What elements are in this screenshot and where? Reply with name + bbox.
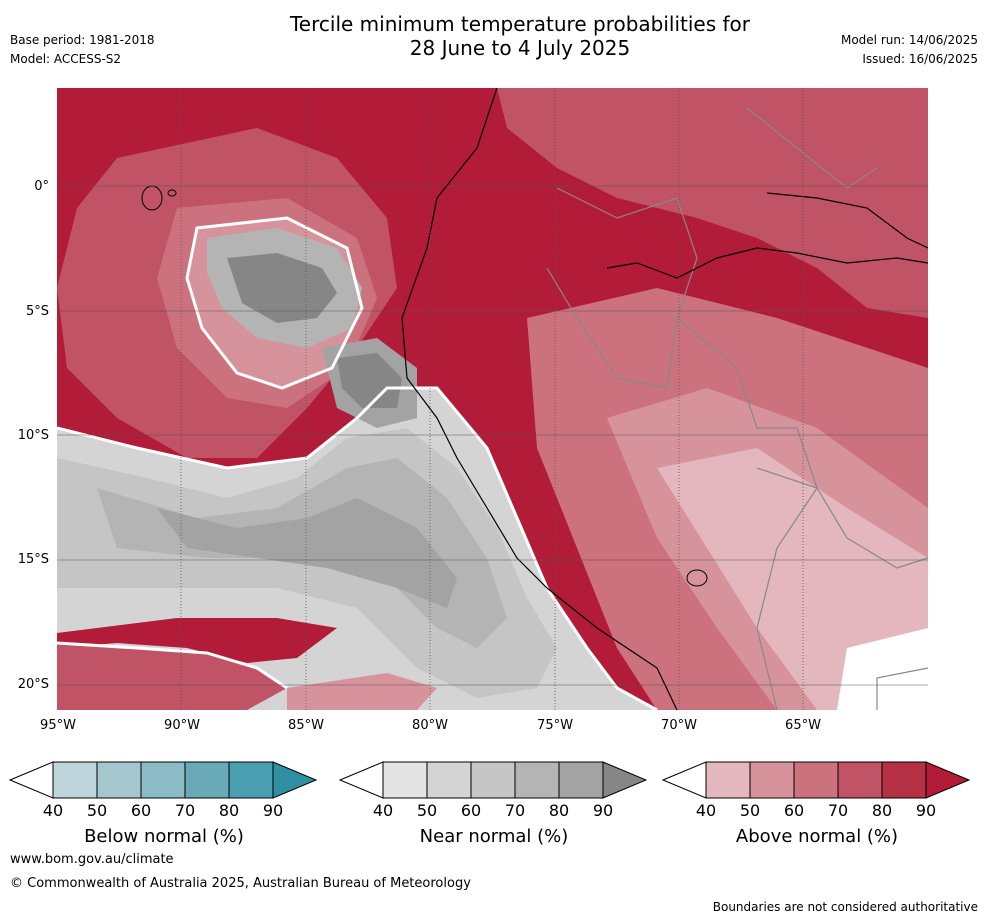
- above-cb-80: [881, 761, 927, 799]
- above-tick-90: 90: [915, 801, 937, 820]
- lat-label-0: 0°: [34, 179, 49, 194]
- lon-label-75w: 75°W: [537, 718, 573, 733]
- country-border-5: [876, 667, 928, 710]
- above-cb-40: [705, 761, 751, 799]
- near-tick-50: 50: [416, 801, 438, 820]
- above-cb-over: [925, 761, 971, 799]
- lat-label-15s: 15°S: [17, 552, 49, 567]
- above-tick-80: 80: [871, 801, 893, 820]
- near-80-region: [157, 498, 457, 608]
- title-line-2: 28 June to 4 July 2025: [409, 36, 631, 60]
- near-90-north-pocket: [227, 253, 337, 323]
- country-border-4: [756, 467, 928, 569]
- below-tick-70: 70: [174, 801, 196, 820]
- lon-label-90w: 90°W: [164, 718, 200, 733]
- lon-label-80w: 80°W: [412, 718, 448, 733]
- near-tick-90: 90: [592, 801, 614, 820]
- issued-label: Issued: 16/06/2025: [862, 52, 978, 66]
- near-tick-40: 40: [372, 801, 394, 820]
- probability-map: [57, 88, 928, 710]
- below-cb-under: [8, 761, 54, 799]
- model-label: Model: ACCESS-S2: [10, 52, 122, 66]
- near-cb-under: [338, 761, 384, 799]
- below-cb-60: [140, 761, 186, 799]
- below-tick-80: 80: [218, 801, 240, 820]
- pocket-boundary: [185, 216, 364, 390]
- near-tick-80: 80: [548, 801, 570, 820]
- galapagos-island-2: [167, 189, 177, 197]
- river-2: [766, 192, 928, 249]
- lat-label-10s: 10°S: [17, 428, 49, 443]
- base-period-label: Base period: 1981-2018: [10, 33, 155, 47]
- near-tick-70: 70: [504, 801, 526, 820]
- above-normal-colorbar: [661, 761, 971, 799]
- lat-label-20s: 20°S: [17, 677, 49, 692]
- lon-label-85w: 85°W: [288, 718, 324, 733]
- above-tick-50: 50: [739, 801, 761, 820]
- below-cb-70: [184, 761, 230, 799]
- above-below-boundary: [57, 386, 658, 710]
- lon-label-95w: 95°W: [40, 718, 76, 733]
- near-cb-over: [602, 761, 648, 799]
- near-cb-80: [558, 761, 604, 799]
- near-tick-60: 60: [460, 801, 482, 820]
- near-normal-colorbar: [338, 761, 648, 799]
- above-cb-70: [837, 761, 883, 799]
- river: [606, 247, 928, 279]
- lon-label-65w: 65°W: [785, 718, 821, 733]
- above-normal-title: Above normal (%): [735, 826, 899, 847]
- country-border-3: [746, 107, 878, 189]
- south-boundary: [57, 641, 288, 690]
- lake-titicaca: [686, 569, 708, 587]
- near-90-central-pocket: [337, 353, 402, 408]
- below-cb-40: [52, 761, 98, 799]
- copyright-text: © Commonwealth of Australia 2025, Austra…: [10, 876, 471, 891]
- near-cb-40: [382, 761, 428, 799]
- above-50-south-ocean: [287, 673, 437, 710]
- above-tick-40: 40: [695, 801, 717, 820]
- latitude-lines: [57, 185, 928, 686]
- near-cb-70: [514, 761, 560, 799]
- above-40-central-region: [657, 448, 928, 710]
- disclaimer-text: Boundaries are not considered authoritat…: [712, 900, 978, 914]
- below-tick-50: 50: [86, 801, 108, 820]
- below-cb-over: [272, 761, 318, 799]
- lon-label-70w: 70°W: [661, 718, 697, 733]
- above-tick-70: 70: [827, 801, 849, 820]
- below-normal-title: Below normal (%): [84, 826, 244, 847]
- below-tick-60: 60: [130, 801, 152, 820]
- below-cb-50: [96, 761, 142, 799]
- above-cb-50: [749, 761, 795, 799]
- below-tick-40: 40: [42, 801, 64, 820]
- above-cb-60: [793, 761, 839, 799]
- no-data-region: [837, 628, 928, 710]
- near-cb-50: [426, 761, 472, 799]
- title-line-1: Tercile minimum temperature probabilitie…: [289, 12, 751, 36]
- country-border-2: [676, 317, 818, 710]
- below-tick-90: 90: [262, 801, 284, 820]
- above-70-nw-region: [647, 88, 837, 168]
- model-run-label: Model run: 14/06/2025: [840, 33, 978, 47]
- near-cb-60: [470, 761, 516, 799]
- above-cb-under: [661, 761, 707, 799]
- lat-label-5s: 5°S: [25, 304, 49, 319]
- map-title: Tercile minimum temperature probabilitie…: [230, 12, 810, 60]
- near-normal-title: Near normal (%): [419, 826, 569, 847]
- website-link[interactable]: www.bom.gov.au/climate: [10, 852, 174, 867]
- below-normal-colorbar: [8, 761, 318, 799]
- above-tick-60: 60: [783, 801, 805, 820]
- below-cb-80: [228, 761, 274, 799]
- coastline: [401, 88, 678, 710]
